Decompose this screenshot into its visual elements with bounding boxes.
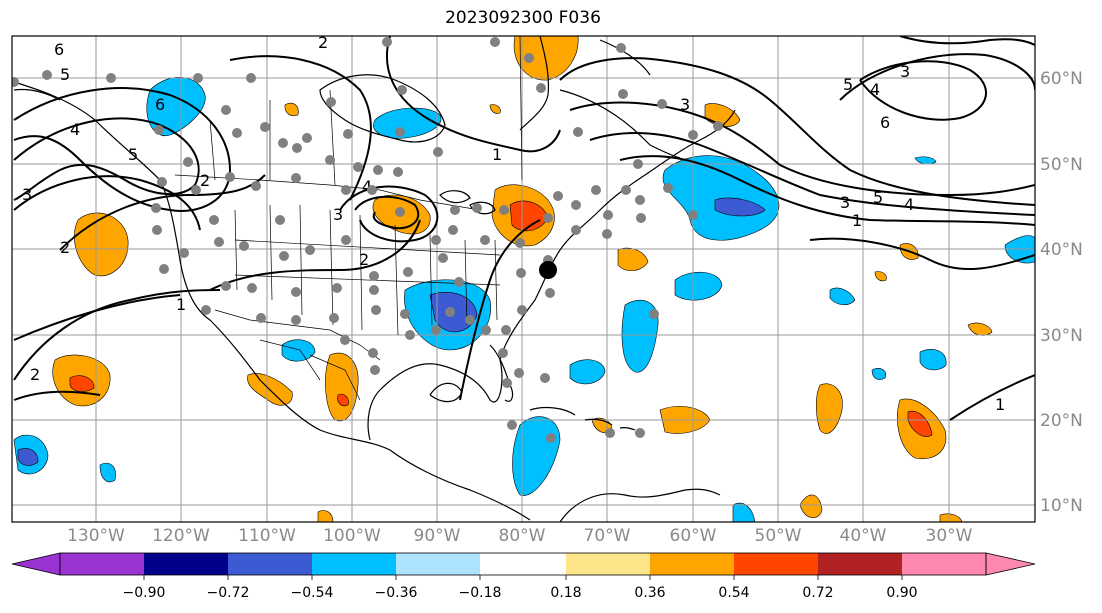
neg-region-small-2 [871, 368, 886, 380]
lat-label: 50°N [1040, 155, 1083, 175]
colorbar-extend-low [11, 552, 61, 576]
lon-label: 120°W [152, 526, 210, 546]
contour-label: 2 [200, 171, 210, 190]
contour-label: 4 [362, 177, 372, 196]
colorbar-extend-high [985, 552, 1036, 576]
contour-label: 4 [70, 120, 80, 139]
lon-label: 70°W [584, 526, 631, 546]
colorbar-tick: 0.36 [634, 585, 665, 601]
contour-label: 4 [904, 195, 914, 214]
coastlines [13, 36, 736, 522]
pos-region-bottom-1 [799, 494, 823, 518]
contour-label: 2 [30, 365, 40, 384]
lon-label: 30°W [926, 526, 973, 546]
contour-label: 4 [870, 80, 880, 99]
neg-region-pacific-sw-core [17, 448, 39, 466]
contour-label: 3 [900, 62, 910, 81]
contour-label: 6 [880, 113, 890, 132]
lat-label: 30°N [1040, 326, 1083, 346]
pos-region-atlantic-s [815, 383, 843, 434]
pos-region-mexico-core [337, 393, 349, 407]
contour-label: 3 [680, 95, 690, 114]
contour-label: 2 [318, 33, 328, 52]
lat-label: 10°N [1040, 496, 1083, 516]
contour-label: 5 [843, 75, 853, 94]
lon-label: 60°W [670, 526, 717, 546]
neg-region-midatl [829, 287, 856, 306]
pos-region-mexico [325, 352, 359, 422]
contour-label: 5 [873, 188, 883, 207]
contour-label: 1 [995, 395, 1005, 414]
contour-label-group: 6 5 4 3 2 1 2 3 4 5 6 1 2 3 5 4 1 3 4 5 … [22, 33, 1005, 414]
colorbar: −0.90 −0.72 −0.54 −0.36 −0.18 0.18 0.36 … [11, 552, 1036, 601]
pos-region-small-nfl [489, 104, 501, 114]
colorbar-tick: 0.18 [550, 585, 581, 601]
contour-label: 1 [852, 211, 862, 230]
neg-region-atlantic-center [621, 300, 659, 373]
highlight-station-marker [539, 261, 557, 279]
lon-label: 50°W [755, 526, 802, 546]
pos-region-bottom-2 [939, 513, 963, 522]
neg-region-bottom [732, 502, 756, 522]
pos-region-small-atl [874, 271, 887, 282]
lat-label: 60°N [1040, 69, 1083, 89]
station-markers [12, 37, 723, 443]
contour-label: 6 [155, 95, 165, 114]
colorbar-tick: 0.90 [886, 585, 917, 601]
pos-region-bermuda [617, 247, 649, 271]
neg-region-atl-se [919, 349, 947, 371]
colorbar-tick: −0.72 [207, 585, 250, 601]
lat-label: 40°N [1040, 240, 1083, 260]
colorbar-tick: −0.90 [123, 585, 166, 601]
colorbar-tick: −0.54 [291, 585, 334, 601]
lon-label: 40°W [840, 526, 887, 546]
colorbar-tick: 0.72 [802, 585, 833, 601]
lon-label: 90°W [414, 526, 461, 546]
contour-label: 2 [60, 238, 70, 257]
pos-region-pacific-w-core [69, 375, 95, 392]
neg-region-small-1 [99, 462, 116, 483]
pos-region-small-ne [284, 102, 299, 117]
neg-region-atlantic-north-core [714, 197, 766, 217]
contour-label: 1 [492, 145, 502, 164]
lat-label: 20°N [1040, 411, 1083, 431]
lon-label: 110°W [238, 526, 296, 546]
colorbar-tick: −0.18 [459, 585, 502, 601]
neg-region-puertorico [569, 359, 606, 385]
colorbar-tick: −0.36 [375, 585, 418, 601]
contour-label: 3 [333, 205, 343, 224]
lon-label: 80°W [499, 526, 546, 546]
longitude-labels: 130°W 120°W 110°W 100°W 90°W 80°W 70°W 6… [67, 526, 973, 546]
colorbar-tick: 0.54 [718, 585, 749, 601]
contour-label: 2 [359, 250, 369, 269]
map-frame [11, 35, 1036, 523]
contour-label: 1 [176, 295, 186, 314]
lon-label: 130°W [67, 526, 125, 546]
pos-region-bottom-3 [317, 510, 334, 522]
neg-region-atlantic-east [674, 271, 723, 301]
map-title: 2023092300 F036 [445, 8, 601, 28]
contour-label: 6 [54, 40, 64, 59]
lon-label: 100°W [323, 526, 381, 546]
contour-label: 5 [60, 65, 70, 84]
contour-label: 3 [22, 185, 32, 204]
pos-region-atl-east [967, 322, 993, 336]
latitude-labels: 60°N 50°N 40°N 30°N 20°N 10°N [1040, 69, 1083, 516]
neg-region-mexico-w [281, 339, 316, 362]
pos-region-canary-core [907, 410, 933, 437]
contour-label: 5 [128, 145, 138, 164]
neg-region-greenland [914, 156, 937, 165]
contour-label: 3 [840, 193, 850, 212]
